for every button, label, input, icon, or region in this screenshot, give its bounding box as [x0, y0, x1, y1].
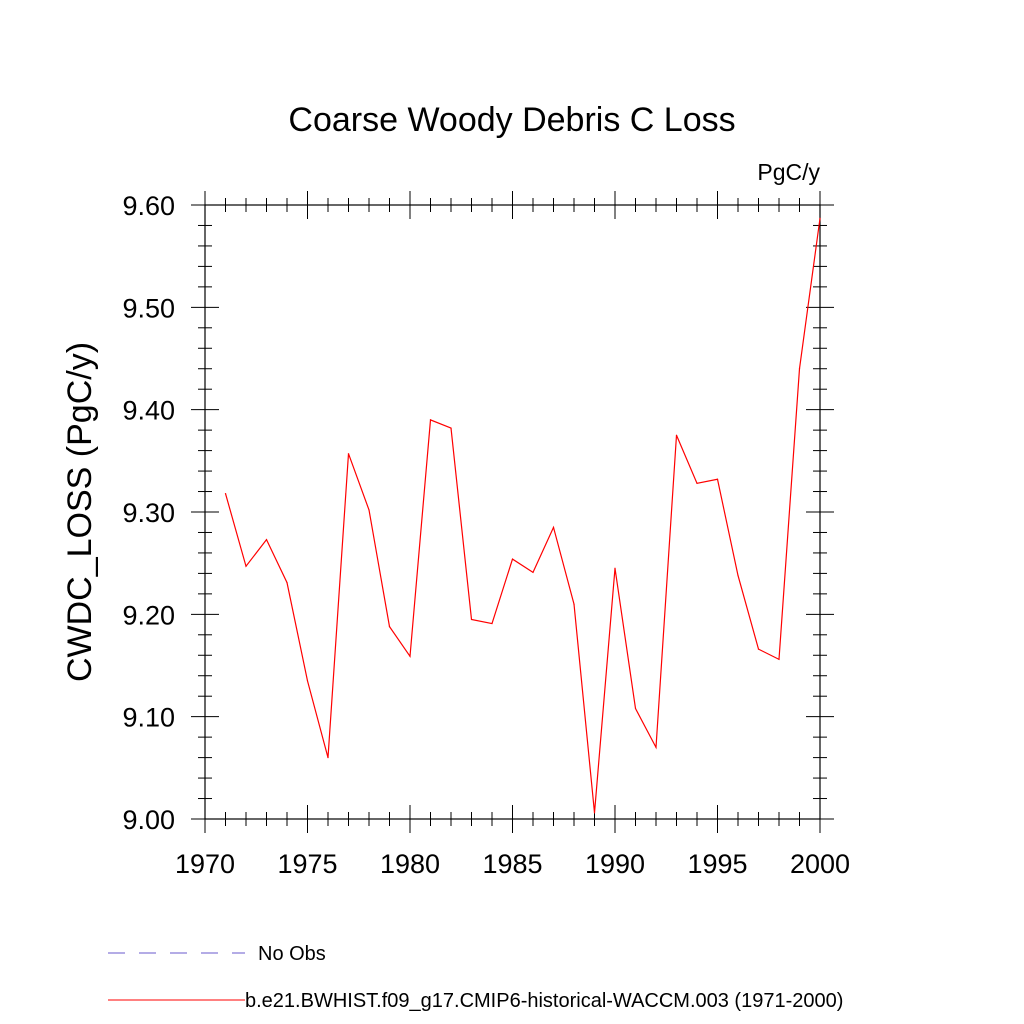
y-tick-label: 9.10 [122, 703, 175, 733]
data-point [327, 757, 329, 759]
legend: No Obs b.e21.BWHIST.f09_g17.CMIP6-histor… [108, 943, 843, 1012]
data-point [306, 680, 309, 682]
data-point [655, 746, 657, 748]
data-point [470, 618, 473, 621]
series-line-cwdc-loss [224, 218, 821, 813]
axis-tick-labels: 1970 1975 1980 1985 1990 1995 2000 9.00 9.10 9.20… [122, 191, 850, 879]
data-point [265, 539, 268, 541]
data-point [409, 655, 411, 657]
x-tick-label: 1990 [585, 849, 645, 879]
x-tick-label: 1985 [482, 849, 542, 879]
data-point [614, 567, 616, 569]
plot-frame [204, 204, 821, 820]
x-tick-label: 1995 [687, 849, 747, 879]
data-point [675, 434, 678, 436]
data-point [224, 492, 227, 495]
data-point [388, 626, 391, 628]
x-tick-label: 1970 [175, 849, 235, 879]
data-point [573, 603, 575, 605]
data-point [634, 707, 637, 710]
data-point [552, 526, 555, 528]
data-point [593, 812, 596, 814]
data-point [491, 622, 493, 625]
data-point [778, 658, 780, 660]
y-tick-label: 9.00 [122, 805, 175, 835]
y-axis-label: CWDC_LOSS (PgC/y) [61, 342, 99, 682]
y-tick-label: 9.40 [122, 396, 175, 426]
legend-label-model: b.e21.BWHIST.f09_g17.CMIP6-historical-WA… [245, 990, 843, 1012]
data-point [450, 427, 452, 429]
x-tick-label: 2000 [790, 849, 850, 879]
data-point [429, 419, 432, 421]
axis-ticks [191, 191, 834, 833]
data-point [757, 648, 760, 650]
y-tick-label: 9.50 [122, 293, 175, 323]
y-tick-label: 9.60 [122, 191, 175, 221]
data-point [798, 368, 801, 370]
data-point [511, 558, 514, 560]
x-tick-label: 1980 [380, 849, 440, 879]
data-point [737, 574, 739, 577]
data-point [716, 478, 719, 480]
data-point [696, 482, 698, 484]
legend-label-no-obs: No Obs [258, 943, 326, 965]
data-point [286, 582, 288, 584]
data-point [347, 453, 350, 455]
x-tick-label: 1975 [277, 849, 337, 879]
y-tick-label: 9.30 [122, 498, 175, 528]
chart-title: Coarse Woody Debris C Loss [288, 101, 735, 139]
data-point [532, 571, 534, 573]
data-point [245, 565, 247, 567]
data-point [368, 509, 370, 511]
y-tick-label: 9.20 [122, 600, 175, 630]
units-label: PgC/y [757, 159, 820, 185]
data-point [819, 217, 821, 219]
series-layer [224, 217, 821, 814]
